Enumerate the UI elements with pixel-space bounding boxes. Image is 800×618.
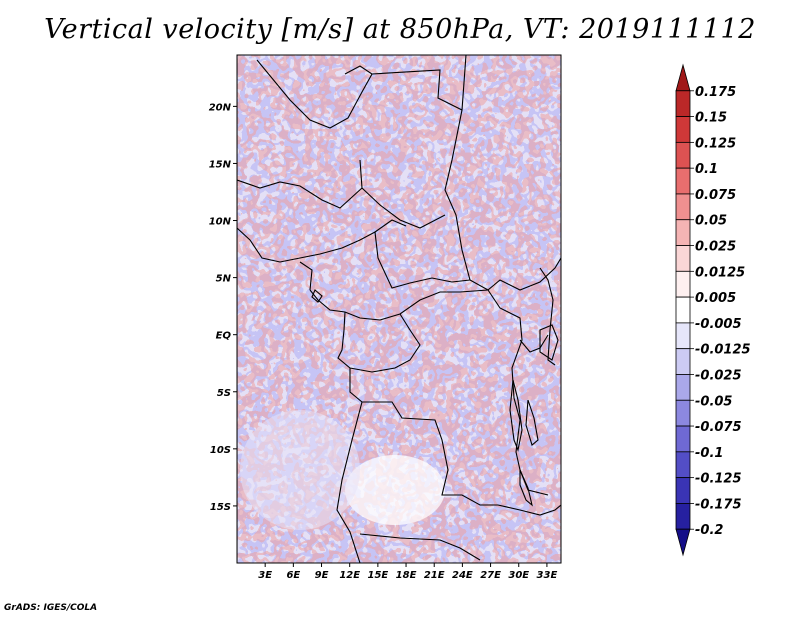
colorbar-swatch — [675, 167, 691, 195]
lon-tick-label: 33E — [537, 570, 558, 581]
lon-tick-label: 24E — [452, 570, 473, 581]
grads-credit: GrADS: IGES/COLA — [4, 603, 98, 613]
lat-tick-label: EQ — [216, 331, 232, 342]
colorbar-swatch — [675, 477, 691, 504]
colorbar-label: -0.075 — [695, 420, 742, 435]
colorbar-swatch — [675, 90, 691, 117]
colorbar-swatch — [675, 116, 691, 143]
colorbar-swatch — [675, 503, 691, 530]
lon-tick-label: 18E — [396, 570, 417, 581]
colorbar-label: -0.05 — [695, 394, 732, 409]
colorbar-label: 0.175 — [695, 85, 736, 100]
lon-tick-label: 30E — [508, 570, 529, 581]
lat-tick-label: 10S — [210, 445, 231, 456]
lat-tick-label: 20N — [209, 102, 232, 113]
lon-tick-label: 27E — [480, 570, 501, 581]
colorbar-label: -0.125 — [695, 472, 742, 487]
colorbar-swatch — [675, 374, 691, 401]
velocity-field — [237, 55, 561, 563]
colorbar-swatch — [675, 451, 691, 479]
colorbar-label: 0.075 — [695, 188, 736, 203]
colorbar-label: -0.1 — [695, 446, 723, 461]
colorbar-label: -0.005 — [695, 317, 742, 332]
colorbar-label: 0.125 — [695, 136, 736, 151]
lon-tick-label: 15E — [367, 570, 388, 581]
colorbar-swatch — [675, 245, 691, 272]
colorbar-label: -0.2 — [695, 523, 723, 538]
colorbar-label: -0.0125 — [695, 343, 751, 358]
colorbar-swatch — [675, 399, 691, 427]
colorbar-swatch — [675, 296, 691, 324]
colorbar-label: 0.0125 — [695, 265, 745, 280]
colorbar-swatch — [675, 348, 691, 375]
lon-tick-label: 3E — [258, 570, 272, 581]
lat-tick-label: 10N — [209, 217, 232, 228]
lon-tick-label: 12E — [339, 570, 360, 581]
colorbar-swatch — [675, 141, 691, 169]
colorbar-swatch — [675, 63, 691, 92]
colorbar-swatch — [675, 322, 691, 350]
colorbar-swatch — [675, 425, 691, 453]
colorbar-label: 0.05 — [695, 214, 727, 229]
lon-tick-label: 6E — [286, 570, 300, 581]
colorbar: 0.175 0.15 0.125 0.1 0.075 0.05 0.025 0.0125 0.0… — [675, 63, 751, 557]
colorbar-label: 0.005 — [695, 291, 736, 306]
colorbar-label: 0.1 — [695, 162, 718, 177]
lat-tick-label: 5N — [216, 274, 232, 285]
lat-tick-label: 5S — [217, 388, 231, 399]
latitude-axis: 20N 15N 10N 5N EQ 5S 10S 15S — [209, 102, 237, 513]
colorbar-swatch — [675, 193, 691, 221]
colorbar-label: 0.15 — [695, 111, 727, 126]
lat-tick-label: 15N — [209, 159, 232, 170]
colorbar-label: 0.025 — [695, 240, 736, 255]
colorbar-swatch — [675, 270, 691, 298]
lat-tick-label: 15S — [210, 502, 231, 513]
map-frame — [236, 54, 562, 564]
lon-tick-label: 9E — [315, 570, 329, 581]
colorbar-label: -0.025 — [695, 368, 742, 383]
map-title: Vertical velocity [m/s] at 850hPa, VT: 2… — [44, 14, 756, 45]
lon-tick-label: 21E — [424, 570, 445, 581]
colorbar-swatch — [675, 219, 691, 246]
longitude-axis: 3E 6E 9E 12E 15E 18E 21E 24E 27E 30E 33E — [258, 563, 557, 581]
colorbar-swatch — [675, 528, 691, 557]
country-borders — [237, 55, 561, 563]
colorbar-label: -0.175 — [695, 497, 742, 512]
